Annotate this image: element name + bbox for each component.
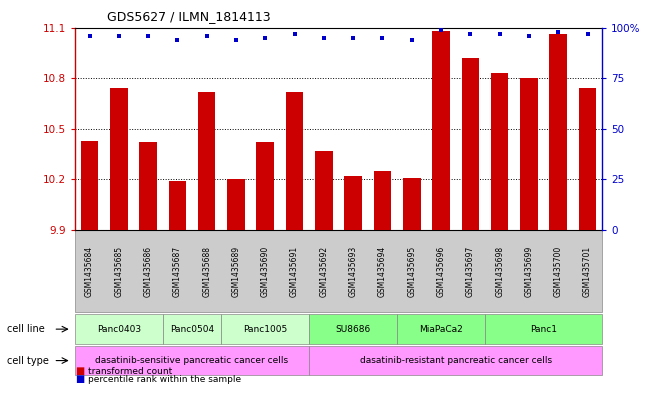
Point (202, 33, 212, 39)
Bar (579, 88, 596, 230)
Point (583, 30, 593, 37)
Text: Panc1: Panc1 (530, 325, 557, 334)
Bar (139, 142, 157, 230)
Text: GSM1435688: GSM1435688 (202, 246, 211, 297)
Text: GSM1435692: GSM1435692 (320, 246, 328, 297)
Bar (462, 58, 479, 230)
Text: GSM1435690: GSM1435690 (261, 246, 270, 297)
Point (143, 33, 154, 39)
Text: Panc0504: Panc0504 (170, 325, 214, 334)
Text: GSM1435697: GSM1435697 (466, 246, 475, 297)
Text: GSM1435689: GSM1435689 (232, 246, 240, 297)
Point (378, 35, 388, 41)
Text: GSM1435691: GSM1435691 (290, 246, 299, 297)
Text: GSM1435699: GSM1435699 (525, 246, 533, 297)
Point (495, 30, 505, 37)
Point (348, 35, 358, 41)
Bar (432, 31, 450, 230)
Point (523, 33, 534, 39)
Text: GSM1435693: GSM1435693 (349, 246, 357, 297)
Bar (227, 179, 245, 230)
Point (173, 37, 183, 43)
Bar (520, 78, 538, 230)
Text: GSM1435700: GSM1435700 (554, 246, 562, 297)
Point (406, 37, 417, 43)
Text: dasatinib-resistant pancreatic cancer cells: dasatinib-resistant pancreatic cancer ce… (359, 356, 552, 365)
Bar (344, 176, 362, 230)
Text: GSM1435694: GSM1435694 (378, 246, 387, 297)
Text: Panc1005: Panc1005 (243, 325, 287, 334)
Bar (256, 142, 274, 230)
Text: dasatinib-sensitive pancreatic cancer cells: dasatinib-sensitive pancreatic cancer ce… (96, 356, 288, 365)
Bar (491, 73, 508, 230)
Text: GSM1435687: GSM1435687 (173, 246, 182, 297)
Text: SU8686: SU8686 (335, 325, 371, 334)
Bar (549, 34, 567, 230)
Bar (198, 92, 215, 230)
Bar (110, 88, 128, 230)
Point (260, 35, 271, 41)
Point (436, 26, 447, 33)
Text: GSM1435686: GSM1435686 (144, 246, 152, 297)
Text: MiaPaCa2: MiaPaCa2 (419, 325, 463, 334)
Text: Panc0403: Panc0403 (97, 325, 141, 334)
Text: GSM1435698: GSM1435698 (495, 246, 504, 297)
Point (114, 33, 124, 39)
Bar (169, 181, 186, 230)
Point (319, 35, 329, 41)
Point (85, 33, 95, 39)
Text: GSM1435695: GSM1435695 (408, 246, 416, 297)
Text: GSM1435685: GSM1435685 (115, 246, 123, 297)
Text: GSM1435684: GSM1435684 (85, 246, 94, 297)
Bar (286, 92, 303, 230)
Text: percentile rank within the sample: percentile rank within the sample (88, 375, 241, 384)
Text: ■: ■ (75, 366, 84, 376)
Text: cell line: cell line (7, 324, 44, 334)
Bar (81, 141, 98, 230)
Text: GDS5627 / ILMN_1814113: GDS5627 / ILMN_1814113 (107, 10, 271, 23)
Text: GSM1435696: GSM1435696 (437, 246, 445, 297)
Text: cell type: cell type (7, 356, 48, 365)
Text: transformed count: transformed count (88, 367, 172, 376)
Point (465, 30, 476, 37)
Point (289, 30, 299, 37)
Bar (403, 178, 421, 230)
Point (553, 28, 564, 35)
Point (231, 37, 242, 43)
Text: ■: ■ (75, 374, 84, 384)
Bar (315, 151, 333, 230)
Bar (374, 171, 391, 230)
Text: GSM1435701: GSM1435701 (583, 246, 592, 297)
